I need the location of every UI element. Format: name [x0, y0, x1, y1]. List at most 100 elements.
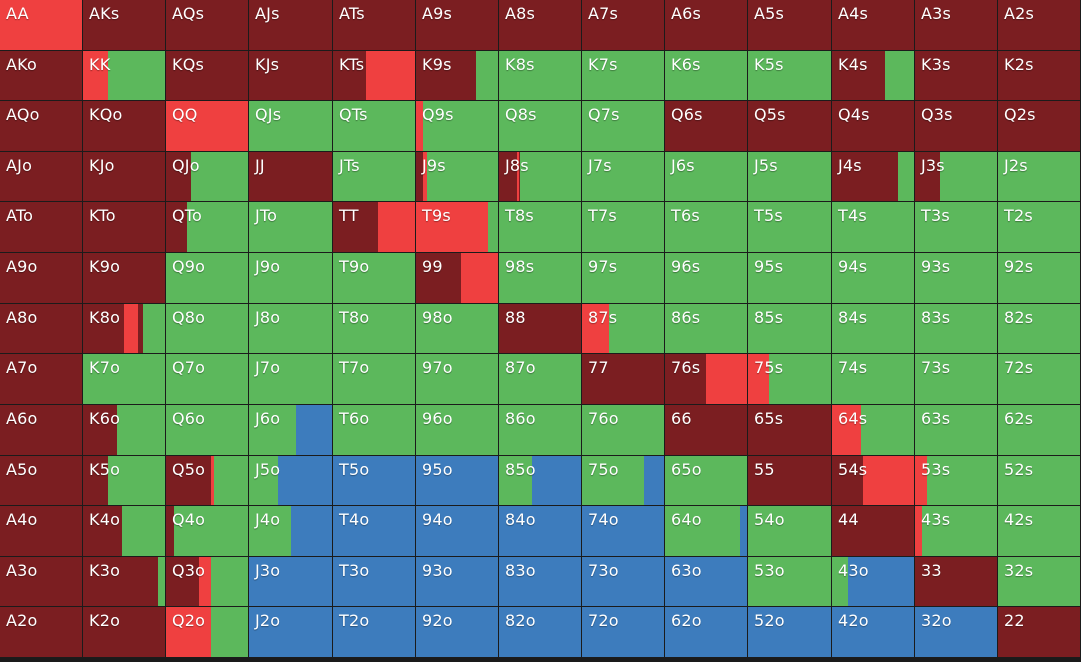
hand-cell-K9s[interactable]: K9s: [416, 51, 499, 101]
hand-cell-85o[interactable]: 85o: [499, 456, 582, 506]
hand-cell-A3s[interactable]: A3s: [915, 0, 998, 51]
hand-cell-KTo[interactable]: KTo: [83, 202, 166, 253]
hand-cell-T3s[interactable]: T3s: [915, 202, 998, 253]
hand-cell-84s[interactable]: 84s: [832, 304, 915, 354]
hand-cell-QQ[interactable]: QQ: [166, 101, 249, 152]
hand-cell-J6s[interactable]: J6s: [665, 152, 748, 202]
hand-cell-QJo[interactable]: QJo: [166, 152, 249, 202]
hand-cell-Q8s[interactable]: Q8s: [499, 101, 582, 152]
hand-cell-53o[interactable]: 53o: [748, 557, 832, 607]
hand-cell-ATs[interactable]: ATs: [333, 0, 416, 51]
hand-cell-Q5o[interactable]: Q5o: [166, 456, 249, 506]
hand-cell-Q9o[interactable]: Q9o: [166, 253, 249, 304]
hand-cell-AJo[interactable]: AJo: [0, 152, 83, 202]
hand-cell-KK[interactable]: KK: [83, 51, 166, 101]
hand-cell-K4o[interactable]: K4o: [83, 506, 166, 557]
hand-cell-K5s[interactable]: K5s: [748, 51, 832, 101]
hand-cell-86s[interactable]: 86s: [665, 304, 748, 354]
hand-cell-Q6s[interactable]: Q6s: [665, 101, 748, 152]
hand-cell-K6s[interactable]: K6s: [665, 51, 748, 101]
hand-cell-52o[interactable]: 52o: [748, 607, 832, 658]
hand-cell-K7o[interactable]: K7o: [83, 354, 166, 405]
hand-cell-J3s[interactable]: J3s: [915, 152, 998, 202]
hand-cell-T4s[interactable]: T4s: [832, 202, 915, 253]
hand-cell-72o[interactable]: 72o: [582, 607, 665, 658]
hand-cell-T6o[interactable]: T6o: [333, 405, 416, 456]
hand-cell-Q8o[interactable]: Q8o: [166, 304, 249, 354]
hand-cell-AKs[interactable]: AKs: [83, 0, 166, 51]
hand-cell-53s[interactable]: 53s: [915, 456, 998, 506]
hand-cell-TT[interactable]: TT: [333, 202, 416, 253]
hand-cell-K2s[interactable]: K2s: [998, 51, 1081, 101]
hand-cell-T2o[interactable]: T2o: [333, 607, 416, 658]
hand-cell-T3o[interactable]: T3o: [333, 557, 416, 607]
hand-cell-86o[interactable]: 86o: [499, 405, 582, 456]
hand-cell-J6o[interactable]: J6o: [249, 405, 333, 456]
hand-cell-A9o[interactable]: A9o: [0, 253, 83, 304]
hand-cell-A4s[interactable]: A4s: [832, 0, 915, 51]
hand-cell-76s[interactable]: 76s: [665, 354, 748, 405]
hand-cell-77[interactable]: 77: [582, 354, 665, 405]
hand-cell-55[interactable]: 55: [748, 456, 832, 506]
hand-cell-42s[interactable]: 42s: [998, 506, 1081, 557]
hand-cell-A8s[interactable]: A8s: [499, 0, 582, 51]
hand-cell-87s[interactable]: 87s: [582, 304, 665, 354]
hand-cell-AJs[interactable]: AJs: [249, 0, 333, 51]
hand-cell-54o[interactable]: 54o: [748, 506, 832, 557]
hand-cell-T7o[interactable]: T7o: [333, 354, 416, 405]
hand-cell-J5s[interactable]: J5s: [748, 152, 832, 202]
hand-cell-A2s[interactable]: A2s: [998, 0, 1081, 51]
hand-cell-T7s[interactable]: T7s: [582, 202, 665, 253]
hand-cell-82o[interactable]: 82o: [499, 607, 582, 658]
hand-cell-A5o[interactable]: A5o: [0, 456, 83, 506]
hand-cell-63o[interactable]: 63o: [665, 557, 748, 607]
hand-cell-A7s[interactable]: A7s: [582, 0, 665, 51]
hand-cell-K7s[interactable]: K7s: [582, 51, 665, 101]
hand-cell-62o[interactable]: 62o: [665, 607, 748, 658]
hand-cell-22[interactable]: 22: [998, 607, 1081, 658]
hand-cell-74s[interactable]: 74s: [832, 354, 915, 405]
hand-cell-Q2s[interactable]: Q2s: [998, 101, 1081, 152]
hand-cell-76o[interactable]: 76o: [582, 405, 665, 456]
hand-cell-QTo[interactable]: QTo: [166, 202, 249, 253]
hand-cell-T8s[interactable]: T8s: [499, 202, 582, 253]
hand-cell-95s[interactable]: 95s: [748, 253, 832, 304]
hand-cell-75s[interactable]: 75s: [748, 354, 832, 405]
hand-cell-Q3o[interactable]: Q3o: [166, 557, 249, 607]
hand-cell-K8o[interactable]: K8o: [83, 304, 166, 354]
hand-cell-QJs[interactable]: QJs: [249, 101, 333, 152]
hand-cell-K6o[interactable]: K6o: [83, 405, 166, 456]
hand-cell-AA[interactable]: AA: [0, 0, 83, 51]
hand-cell-K2o[interactable]: K2o: [83, 607, 166, 658]
hand-cell-Q2o[interactable]: Q2o: [166, 607, 249, 658]
hand-cell-T9o[interactable]: T9o: [333, 253, 416, 304]
hand-cell-72s[interactable]: 72s: [998, 354, 1081, 405]
hand-cell-43s[interactable]: 43s: [915, 506, 998, 557]
hand-cell-Q4o[interactable]: Q4o: [166, 506, 249, 557]
hand-cell-98o[interactable]: 98o: [416, 304, 499, 354]
hand-cell-Q6o[interactable]: Q6o: [166, 405, 249, 456]
hand-cell-T8o[interactable]: T8o: [333, 304, 416, 354]
hand-cell-K5o[interactable]: K5o: [83, 456, 166, 506]
hand-cell-97o[interactable]: 97o: [416, 354, 499, 405]
hand-cell-A3o[interactable]: A3o: [0, 557, 83, 607]
hand-cell-J2o[interactable]: J2o: [249, 607, 333, 658]
hand-cell-88[interactable]: 88: [499, 304, 582, 354]
hand-cell-85s[interactable]: 85s: [748, 304, 832, 354]
hand-cell-98s[interactable]: 98s: [499, 253, 582, 304]
hand-cell-J7o[interactable]: J7o: [249, 354, 333, 405]
hand-cell-96s[interactable]: 96s: [665, 253, 748, 304]
hand-cell-AQs[interactable]: AQs: [166, 0, 249, 51]
hand-cell-52s[interactable]: 52s: [998, 456, 1081, 506]
hand-cell-43o[interactable]: 43o: [832, 557, 915, 607]
hand-cell-A2o[interactable]: A2o: [0, 607, 83, 658]
hand-cell-T5o[interactable]: T5o: [333, 456, 416, 506]
hand-cell-84o[interactable]: 84o: [499, 506, 582, 557]
hand-cell-94o[interactable]: 94o: [416, 506, 499, 557]
hand-cell-T9s[interactable]: T9s: [416, 202, 499, 253]
hand-cell-K8s[interactable]: K8s: [499, 51, 582, 101]
hand-cell-87o[interactable]: 87o: [499, 354, 582, 405]
hand-cell-A6s[interactable]: A6s: [665, 0, 748, 51]
hand-cell-63s[interactable]: 63s: [915, 405, 998, 456]
hand-cell-K9o[interactable]: K9o: [83, 253, 166, 304]
